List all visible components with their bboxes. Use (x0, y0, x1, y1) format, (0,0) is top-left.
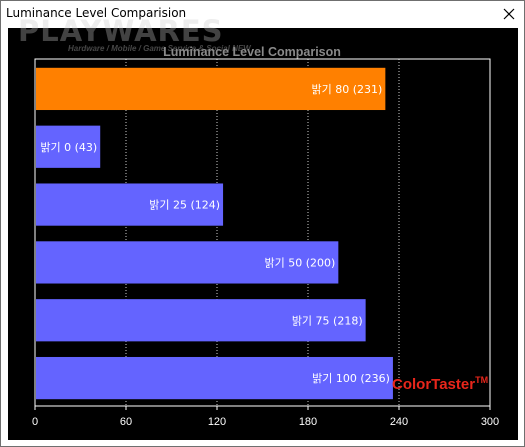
close-button[interactable] (498, 4, 520, 24)
x-tick-label: 60 (120, 416, 132, 428)
window-title: Luminance Level Comparision (6, 6, 187, 20)
plot-frame (34, 58, 491, 407)
bar (36, 67, 386, 111)
bar-label: 밝기 0 (43) (40, 141, 97, 154)
bar (36, 183, 224, 226)
bar (36, 241, 339, 284)
chart-title: Luminance Level Comparison (163, 45, 341, 59)
watermark-logo: PLAYWARES (18, 14, 224, 48)
bar-label: 밝기 80 (231) (312, 83, 383, 96)
bar-label: 밝기 100 (236) (312, 372, 390, 385)
bar (36, 356, 393, 400)
bar-label: 밝기 50 (200) (265, 256, 336, 269)
x-tick-label: 180 (299, 416, 317, 428)
bar-label: 밝기 25 (124) (149, 199, 220, 212)
brand-trademark: TM (475, 375, 489, 385)
brand-logo: ColorTasterTM (392, 375, 488, 393)
bar (36, 125, 101, 168)
close-icon (503, 8, 515, 20)
title-bar: Luminance Level Comparision (1, 1, 524, 27)
chart-area: PLAYWARES Hardware / Mobile / Game Servi… (8, 14, 518, 440)
x-tick-label: 240 (390, 416, 408, 428)
x-tick-label: 0 (32, 416, 38, 428)
x-tick-label: 300 (481, 416, 499, 428)
x-tick-label: 120 (208, 416, 226, 428)
bar-label: 밝기 75 (218) (292, 314, 363, 327)
bar (36, 299, 366, 342)
watermark-tagline: Hardware / Mobile / Game Service & Socia… (68, 44, 251, 53)
bar-chart: 밝기 80 (231) 밝기 0 (43) 밝기 25 (124) 밝기 50 (20… (32, 58, 499, 428)
brand-text: ColorTaster (392, 376, 476, 393)
